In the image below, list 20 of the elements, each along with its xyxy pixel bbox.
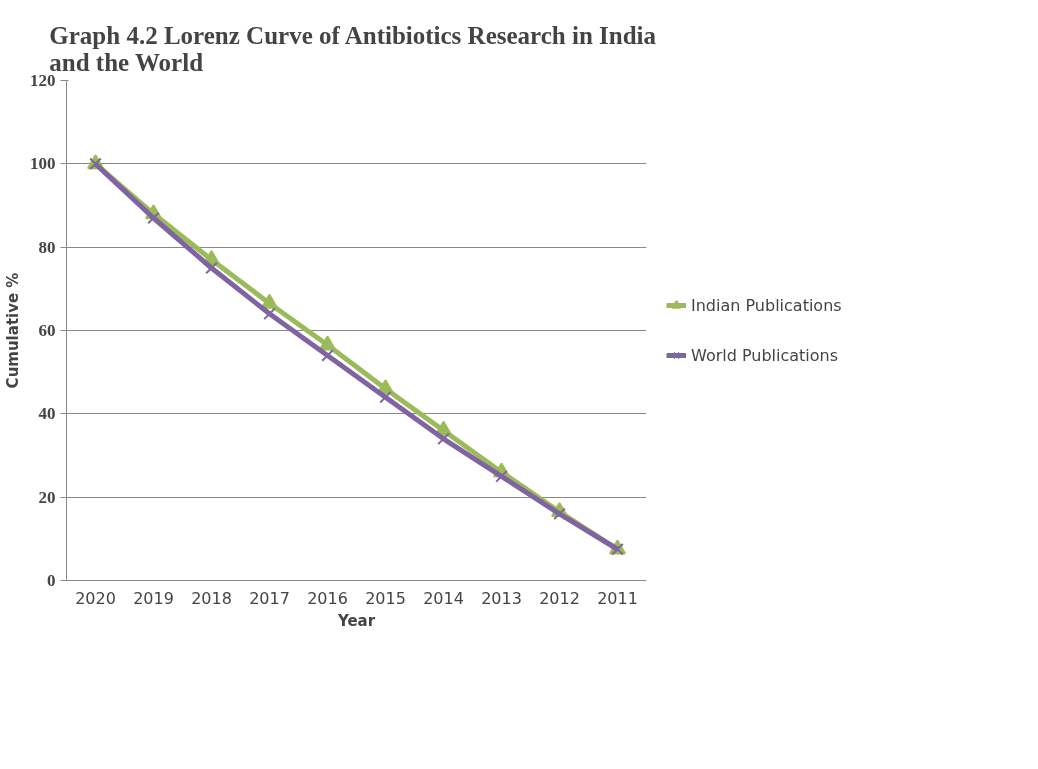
x-tick-label: 2018 [191,588,232,608]
y-axis-title: Cumulative % [4,272,22,389]
x-tick-label: 2019 [133,588,174,608]
y-tick-label: 100 [30,154,56,174]
x-tick-label: 2012 [539,588,580,608]
x-tick-label: 2013 [481,588,522,608]
x-axis-title: Year [336,611,376,630]
x-tick-label: 2015 [365,588,406,608]
y-tick-label: 60 [38,321,56,340]
x-tick-label: 2020 [75,588,116,608]
y-tick-label: 80 [38,237,56,257]
legend-label: Indian Publications [691,295,842,315]
y-tick-label: 0 [47,571,56,590]
y-tick-label: 20 [38,487,56,507]
x-tick-label: 2011 [597,588,638,608]
x-tick-label: 2016 [307,588,348,608]
y-tick-label: 40 [38,404,56,424]
x-tick-label: 2017 [249,588,290,608]
legend-label: World Publications [691,345,839,365]
x-tick-label: 2014 [423,588,464,608]
